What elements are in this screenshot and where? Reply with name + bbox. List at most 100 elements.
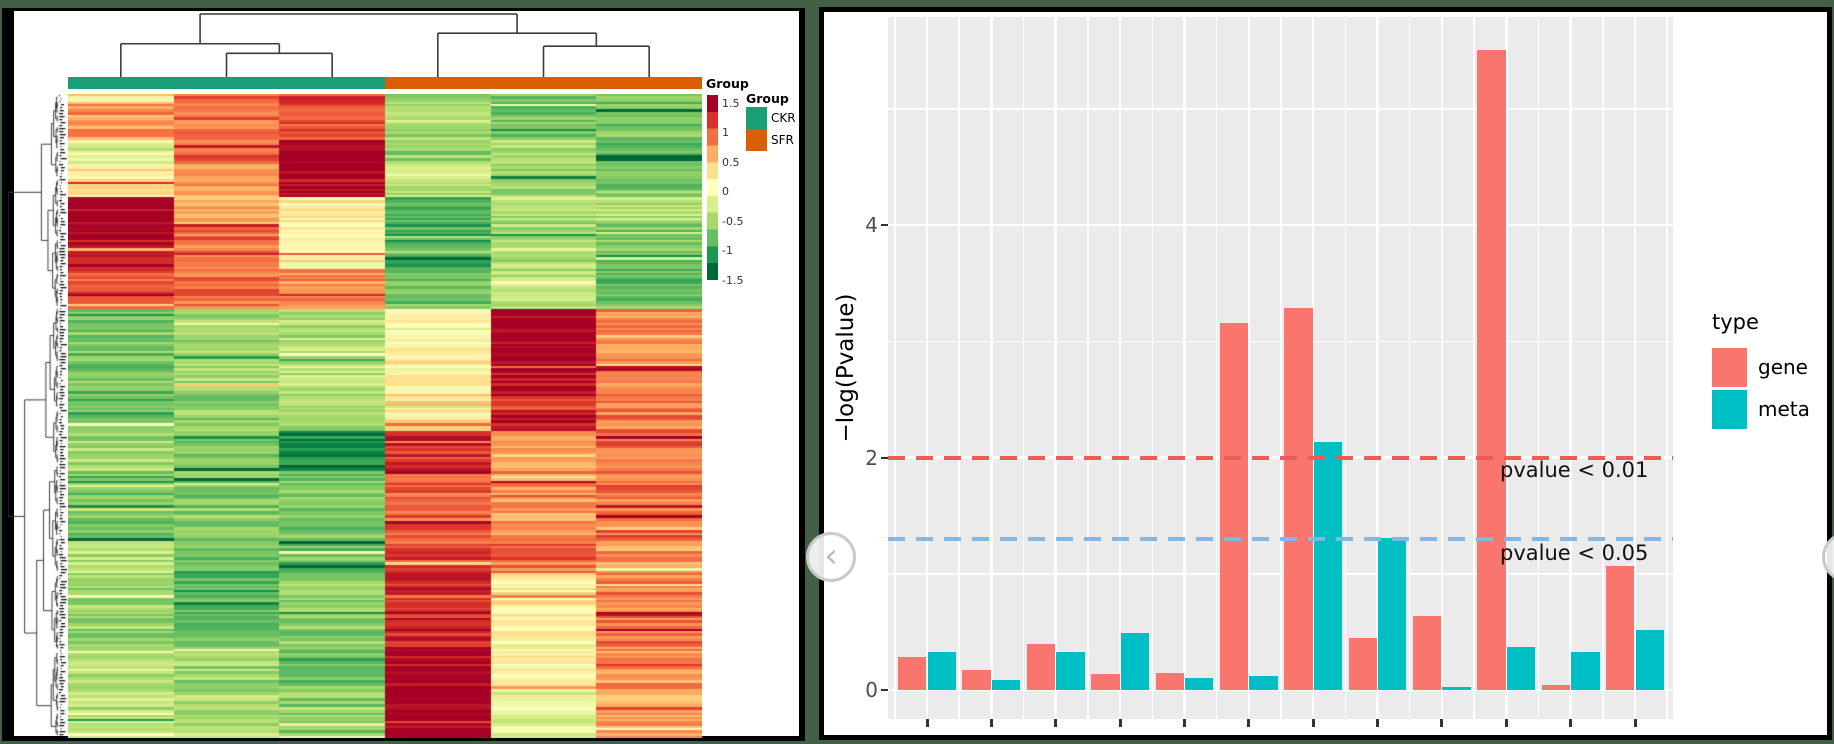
bar-meta-5 [1184,678,1214,690]
minor-gridline-x [1602,17,1604,719]
legend-swatch-meta [1712,390,1747,429]
major-gridline-x [1311,17,1315,719]
minor-gridline-x [1087,17,1089,719]
legend-label-gene: gene [1758,355,1808,379]
major-gridline-x [1118,17,1122,719]
x-tick-mark [1504,719,1508,727]
group-bar-ckr [68,77,385,89]
annotation-row-title: Group [706,76,749,91]
minor-gridline-x [1280,17,1282,719]
major-gridline-x [1633,17,1637,719]
x-tick-mark [925,719,929,727]
colorbar-tick-label: 0.5 [722,155,740,169]
value-colorbar [707,95,718,280]
bar-meta-7 [1313,442,1343,690]
type-legend-title: type [1712,310,1759,334]
bar-meta-6 [1249,676,1278,690]
x-tick-mark [989,719,993,727]
group-swatch-sfr [746,129,767,151]
bar-gene-12 [1606,565,1635,690]
colorbar-tick-label: -0.5 [722,214,744,228]
minor-gridline-x [1537,17,1540,719]
x-tick-mark [1182,719,1186,727]
bar-meta-8 [1378,537,1407,690]
bar-gene-9 [1413,615,1442,690]
bar-gene-7 [1284,307,1313,690]
group-label-sfr: SFR [771,133,794,147]
bar-meta-4 [1120,633,1149,690]
reference-line-1 [888,536,1673,541]
x-tick-mark [1118,719,1122,727]
y-tick-mark [881,456,888,459]
column-dendrogram [120,13,650,77]
x-tick-mark [1376,719,1380,727]
row-dendrogram [8,94,67,738]
minor-gridline-x [1022,17,1025,719]
x-tick-mark [1440,719,1444,727]
bar-gene-1 [898,657,927,690]
bar-gene-11 [1541,685,1571,690]
bar-meta-10 [1506,647,1536,690]
major-gridline-x [925,17,929,719]
bar-gene-10 [1477,49,1506,690]
group-label-ckr: CKR [771,111,796,125]
colorbar-tick-label: -1.5 [722,273,744,287]
minor-gridline-x [1408,17,1411,719]
group-bar-sfr [385,77,702,89]
y-tick-mark [881,224,888,227]
y-tick-label: 0 [865,678,878,702]
x-tick-mark [1311,719,1315,727]
bar-gene-2 [962,670,991,690]
group-swatch-ckr [746,107,767,129]
major-gridline-x [1569,17,1572,719]
major-gridline-x [1440,17,1444,719]
column-group-annotation-bar [68,77,702,89]
group-legend-title: Group [746,91,789,106]
major-gridline-x [990,17,993,719]
plot-area [888,17,1673,719]
bar-gene-8 [1348,637,1378,690]
bar-meta-2 [991,679,1021,690]
minor-gridline-x [958,17,960,719]
colorbar-tick-label: -1 [722,244,733,257]
x-tick-mark [1247,719,1251,727]
major-gridline-x [1376,17,1379,719]
legend-label-meta: meta [1758,397,1810,421]
x-tick-mark [1633,719,1637,727]
major-gridline-x [1505,17,1508,719]
bar-gene-3 [1026,643,1056,690]
x-tick-mark [1569,719,1573,727]
major-gridline-x [1054,17,1057,719]
bar-gene-4 [1091,673,1120,690]
bar-meta-3 [1056,651,1085,690]
bar-meta-11 [1571,651,1600,690]
bar-meta-12 [1635,629,1664,690]
bar-meta-1 [927,651,956,690]
minor-gridline-x [1666,17,1668,719]
carousel-prev-button[interactable]: ‹ [806,532,856,582]
colorbar-tick-label: 0 [722,185,729,198]
colorbar-tick-label: 1 [722,126,729,139]
minor-gridline-x [1344,17,1347,719]
annotation-pvalue-001: pvalue < 0.01 [1500,458,1649,482]
colorbar-tick-label: 1.5 [722,96,740,110]
y-tick-mark [881,689,888,691]
bar-gene-6 [1219,322,1249,690]
major-gridline-x [1183,17,1186,719]
heatmap-matrix [68,94,702,738]
minor-gridline-x [1151,17,1154,719]
y-tick-label: 2 [865,445,878,470]
x-tick-mark [1054,719,1058,727]
major-gridline-x [1247,17,1251,719]
y-axis-title: −log(Pvalue) [833,293,859,443]
bar-meta-9 [1442,686,1471,690]
legend-swatch-gene [1712,348,1747,387]
minor-gridline-x [1215,17,1218,719]
minor-gridline-x [1473,17,1475,719]
minor-gridline-x [894,17,896,719]
bar-gene-5 [1155,672,1184,690]
reference-line-0 [888,455,1673,460]
y-tick-label: 4 [865,213,878,238]
annotation-pvalue-005: pvalue < 0.05 [1500,541,1649,565]
